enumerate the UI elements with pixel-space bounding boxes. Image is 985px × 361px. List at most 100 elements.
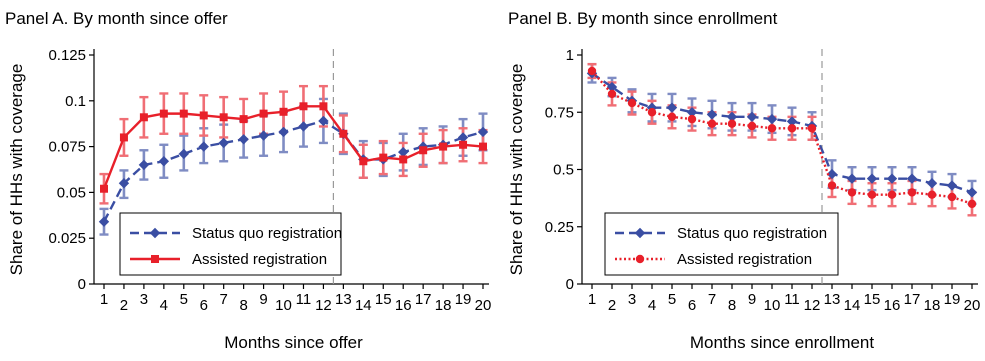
- data-point-1: [847, 188, 857, 197]
- y-tick-label: 0.125: [48, 47, 86, 64]
- data-point-0: [946, 180, 958, 191]
- data-point-1: [359, 157, 368, 166]
- legend-label-1: Assisted registration: [677, 251, 812, 268]
- x-tick-label: 1: [100, 291, 108, 308]
- data-point-0: [726, 111, 738, 123]
- data-point-0: [766, 113, 778, 125]
- legend-label-1: Assisted registration: [192, 251, 327, 268]
- legend-swatch-marker-1: [151, 255, 159, 263]
- data-point-0: [926, 178, 938, 189]
- data-point-1: [100, 184, 108, 193]
- panel-title: Panel A. By month since offer: [5, 9, 228, 28]
- legend-box: [604, 212, 839, 276]
- y-tick-label: 0.05: [57, 184, 86, 201]
- data-point-0: [178, 148, 189, 160]
- data-point-0: [298, 121, 309, 132]
- panel-a: Panel A. By month since offer 0 0.025 0.05 0…: [5, 9, 491, 352]
- data-point-1: [767, 124, 777, 133]
- x-tick-label: 14: [355, 297, 372, 314]
- x-tick-label: 10: [275, 297, 292, 314]
- x-tick-label: 20: [475, 297, 492, 314]
- data-point-0: [906, 173, 918, 184]
- data-point-1: [199, 111, 208, 120]
- data-point-1: [867, 190, 877, 199]
- x-tick-label: 4: [160, 297, 168, 314]
- data-point-1: [947, 192, 957, 202]
- data-point-1: [439, 142, 448, 151]
- data-point-1: [707, 119, 717, 128]
- y-tick-label: 0.1: [65, 93, 86, 110]
- data-point-1: [139, 113, 148, 122]
- data-point-0: [606, 81, 618, 93]
- x-tick-label: 1: [588, 291, 596, 308]
- data-point-1: [399, 155, 408, 164]
- x-tick-label: 19: [944, 291, 961, 308]
- x-tick-label: 11: [784, 291, 800, 308]
- data-point-1: [159, 109, 168, 118]
- data-point-0: [786, 116, 798, 127]
- data-point-0: [238, 134, 249, 145]
- x-tick-label: 18: [924, 297, 941, 314]
- x-tick-label: 9: [748, 291, 756, 308]
- data-point-1: [787, 124, 797, 133]
- x-tick-label: 8: [239, 297, 247, 314]
- x-tick-label: 10: [764, 297, 781, 314]
- data-point-1: [927, 190, 937, 199]
- x-tick-label: 15: [375, 291, 392, 308]
- x-tick-label: 5: [180, 291, 188, 308]
- legend: Status quo registration Assisted registra…: [604, 212, 839, 276]
- y-tick-label: 0.075: [48, 139, 86, 156]
- x-tick-label: 17: [904, 291, 921, 308]
- x-tick-label: 2: [608, 297, 616, 314]
- data-point-0: [966, 187, 978, 198]
- data-point-0: [666, 102, 678, 113]
- x-tick-label: 16: [884, 297, 901, 314]
- y-tick-label: 0.5: [553, 162, 574, 179]
- x-tick-label: 20: [964, 297, 981, 314]
- x-tick-label: 18: [435, 297, 452, 314]
- data-point-0: [746, 111, 758, 123]
- legend-swatch-marker-1: [635, 254, 645, 264]
- x-tick-label: 4: [648, 297, 656, 314]
- data-point-1: [239, 115, 248, 124]
- y-tick-label: 0: [566, 276, 574, 293]
- legend-swatch-marker-0: [149, 227, 161, 239]
- data-point-0: [457, 132, 469, 143]
- data-point-0: [138, 159, 150, 171]
- data-point-0: [258, 130, 269, 141]
- legend-label-0: Status quo registration: [192, 225, 342, 242]
- x-tick-label: 12: [804, 297, 821, 314]
- data-point-0: [98, 216, 110, 227]
- x-axis-title: Months since enrollment: [690, 333, 875, 352]
- data-point-1: [319, 102, 328, 111]
- x-tick-label: 13: [335, 291, 352, 308]
- data-point-1: [587, 66, 597, 76]
- data-point-1: [907, 188, 917, 197]
- x-axis-title: Months since offer: [224, 333, 363, 352]
- data-point-1: [219, 113, 228, 122]
- data-point-1: [827, 181, 837, 190]
- x-tick-label: 11: [296, 291, 312, 308]
- data-point-1: [299, 102, 308, 111]
- x-tick-label: 3: [140, 291, 148, 308]
- panel-b: Panel B. By month since enrollment 0 0.25 0…: [507, 9, 980, 352]
- x-tick-label: 7: [708, 291, 716, 308]
- x-tick-label: 19: [455, 291, 472, 308]
- x-tick-label: 15: [864, 291, 881, 308]
- x-tick-label: 6: [688, 297, 696, 314]
- x-tick-label: 6: [200, 297, 208, 314]
- legend-label-0: Status quo registration: [677, 225, 827, 242]
- data-point-0: [866, 173, 878, 184]
- data-point-1: [419, 146, 428, 155]
- x-tick-label: 16: [395, 297, 412, 314]
- data-point-1: [967, 199, 977, 209]
- data-point-1: [379, 153, 388, 162]
- x-tick-label: 14: [844, 297, 861, 314]
- x-tick-label: 13: [824, 291, 841, 308]
- x-tick-label: 8: [728, 297, 736, 314]
- data-point-0: [826, 168, 838, 180]
- series-line-0: [591, 72, 973, 194]
- data-point-1: [479, 142, 487, 151]
